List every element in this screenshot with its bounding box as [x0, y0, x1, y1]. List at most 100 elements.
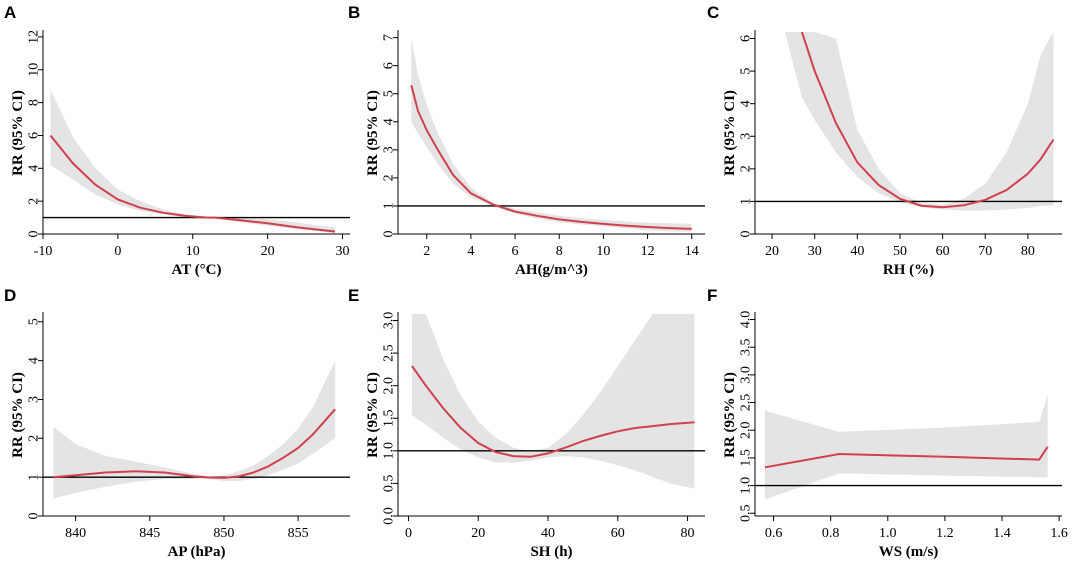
y-tick-label-f-0: 0.5 — [739, 504, 754, 522]
y-tick-label-a-6: 12 — [27, 30, 42, 44]
ci-band-d — [53, 360, 336, 499]
y-tick-label-e-5: 2.5 — [381, 344, 396, 362]
y-tick-label-c-0: 0 — [739, 231, 754, 238]
x-tick-label-f-2: 1.0 — [879, 526, 897, 541]
y-tick-label-d-5: 5 — [26, 318, 41, 325]
x-tick-label-f-0: 0.6 — [765, 526, 783, 541]
rr-curve-c — [800, 32, 1055, 209]
rr-curve-a — [49, 134, 336, 233]
x-tick-label-a-2: 10 — [186, 244, 200, 259]
y-tick-label-e-3: 1.5 — [381, 410, 396, 428]
y-tick-label-d-4: 4 — [27, 357, 42, 364]
y-axis-title-b: RR (95% CI) — [365, 90, 381, 176]
y-tick-label-f-6: 3.5 — [739, 338, 754, 356]
panel-d: 840 845 850 855 0 1 2 3 4 5 AP (hPa) RR (95% CI) D — [4, 286, 350, 560]
x-axis-title-c: RH (%) — [883, 262, 934, 278]
x-tick-label-b-1: 4 — [467, 244, 474, 259]
x-tick-label-c-2: 40 — [850, 244, 864, 259]
y-tick-label-a-5: 10 — [26, 63, 41, 77]
y-tick-label-c-5: 5 — [738, 68, 753, 75]
ci-band-f — [765, 394, 1048, 500]
panel-label-b: B — [348, 3, 360, 22]
ci-band-a — [50, 89, 335, 234]
ci-band-c — [784, 32, 1054, 211]
x-tick-label-e-3: 60 — [611, 526, 625, 541]
y-tick-label-c-3: 3 — [738, 133, 753, 140]
rr-curve-d — [53, 408, 336, 479]
y-tick-label-f-3: 2.0 — [739, 421, 754, 439]
x-tick-label-a-3: 20 — [261, 244, 275, 259]
x-tick-label-d-3: 855 — [288, 526, 309, 541]
y-tick-label-b-2: 2 — [381, 174, 396, 181]
x-tick-label-e-4: 80 — [681, 526, 695, 541]
panel-c: 20 30 40 50 60 70 80 0 1 2 3 4 5 6 RH (%) RR (95% CI) C — [707, 3, 1062, 278]
x-tick-label-b-0: 2 — [423, 244, 430, 259]
y-tick-label-b-0: 0 — [382, 231, 397, 238]
y-tick-label-f-5: 3.0 — [738, 366, 753, 384]
y-tick-label-b-6: 6 — [381, 62, 396, 69]
y-tick-label-d-3: 3 — [26, 396, 41, 403]
y-tick-label-c-4: 4 — [738, 100, 753, 107]
x-tick-label-d-1: 845 — [139, 526, 160, 541]
x-tick-label-e-1: 20 — [471, 526, 485, 541]
x-tick-label-f-3: 1.2 — [936, 526, 954, 541]
x-tick-label-e-0: 0 — [405, 526, 412, 541]
x-tick-label-f-1: 0.8 — [822, 526, 840, 541]
y-tick-label-e-0: 0.0 — [382, 507, 397, 525]
ci-band-b — [411, 37, 692, 232]
x-axis-title-f: WS (m/s) — [879, 544, 939, 560]
x-axis-title-b: AH(g/m^3) — [515, 262, 588, 278]
panel-label-e: E — [348, 286, 359, 305]
y-axis-title-a: RR (95% CI) — [10, 90, 26, 176]
y-tick-label-b-4: 4 — [381, 118, 396, 125]
rr-curve-b — [410, 85, 692, 230]
y-axis-title-e: RR (95% CI) — [365, 372, 381, 458]
panel-a: -10 0 10 20 30 0 2 4 6 8 10 12 AT (°C) RR (95% CI) A — [4, 3, 350, 278]
x-tick-label-c-0: 20 — [765, 244, 779, 259]
y-tick-label-e-6: 3.0 — [382, 312, 397, 330]
x-tick-label-a-4: 30 — [336, 244, 350, 259]
y-tick-label-e-4: 2.0 — [381, 377, 396, 395]
y-tick-label-f-2: 1.5 — [738, 449, 753, 467]
y-tick-label-d-0: 0 — [27, 513, 42, 520]
y-tick-label-f-1: 1.0 — [738, 477, 753, 495]
y-tick-label-b-7: 7 — [382, 34, 397, 41]
x-axis-title-d: AP (hPa) — [168, 544, 226, 560]
x-tick-label-d-0: 840 — [65, 526, 86, 541]
x-axis-title-e: SH (h) — [530, 544, 572, 560]
x-tick-label-b-3: 8 — [556, 244, 563, 259]
panel-label-c: C — [707, 3, 719, 22]
x-tick-label-c-6: 80 — [1021, 244, 1035, 259]
x-tick-label-f-4: 1.4 — [993, 526, 1011, 541]
x-tick-label-c-1: 30 — [808, 244, 822, 259]
y-tick-label-c-2: 2 — [739, 165, 754, 172]
x-tick-label-e-2: 40 — [541, 526, 555, 541]
rr-curve-e — [411, 365, 695, 458]
y-tick-label-c-1: 1 — [739, 198, 754, 205]
y-tick-label-d-2: 2 — [27, 435, 42, 442]
y-tick-label-f-7: 4.0 — [739, 311, 754, 329]
x-tick-label-b-4: 10 — [596, 244, 610, 259]
y-tick-label-a-2: 4 — [27, 165, 42, 172]
y-tick-label-a-3: 6 — [26, 132, 41, 139]
y-tick-label-b-5: 5 — [382, 90, 397, 97]
x-tick-label-a-1: 0 — [114, 244, 121, 259]
panel-f: 0.6 0.8 1.0 1.2 1.4 1.6 0.5 1.0 1.5 2.0 2.5 3.0 3.5 4… — [707, 286, 1068, 560]
x-tick-label-b-5: 12 — [641, 244, 655, 259]
x-tick-label-a-0: -10 — [34, 244, 53, 259]
panel-label-a: A — [4, 3, 16, 22]
y-tick-label-b-1: 1 — [382, 202, 397, 209]
y-axis-title-d: RR (95% CI) — [10, 372, 26, 458]
panel-label-d: D — [4, 286, 16, 305]
y-tick-label-c-6: 6 — [739, 35, 754, 42]
y-tick-label-a-1: 2 — [26, 198, 41, 205]
y-tick-label-f-4: 2.5 — [739, 394, 754, 412]
y-tick-label-a-0: 0 — [27, 231, 42, 238]
x-tick-label-d-2: 850 — [213, 526, 234, 541]
x-tick-label-c-5: 70 — [978, 244, 992, 259]
y-tick-label-e-2: 1.0 — [382, 442, 397, 460]
x-tick-label-c-4: 60 — [936, 244, 950, 259]
x-tick-label-b-6: 14 — [685, 244, 699, 259]
